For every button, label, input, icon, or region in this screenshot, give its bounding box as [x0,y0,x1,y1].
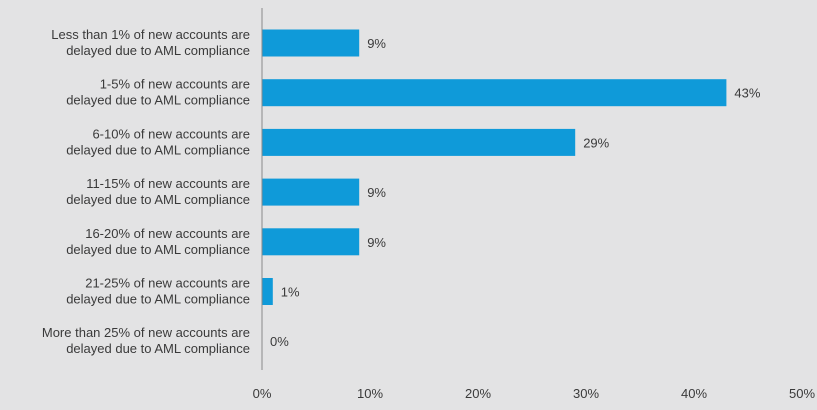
data-label: 9% [367,36,386,51]
category-label: delayed due to AML compliance [66,93,250,108]
x-tick-label: 40% [681,386,707,401]
bar [262,29,360,57]
data-label: 9% [367,185,386,200]
category-label: 16-20% of new accounts are [85,226,250,241]
category-label: Less than 1% of new accounts are [51,27,250,42]
category-label: delayed due to AML compliance [66,142,250,157]
x-tick-label: 30% [573,386,599,401]
data-label: 29% [583,135,609,150]
category-label: delayed due to AML compliance [66,43,250,58]
x-tick-label: 10% [357,386,383,401]
category-label: delayed due to AML compliance [66,192,250,207]
bar [262,79,727,107]
data-label: 0% [270,334,289,349]
category-label: delayed due to AML compliance [66,341,250,356]
data-label: 43% [734,86,760,101]
data-label: 9% [367,235,386,250]
category-label: 6-10% of new accounts are [92,126,250,141]
category-label: 21-25% of new accounts are [85,276,250,291]
bars-layer [262,29,727,305]
category-label: 11-15% of new accounts are [86,176,250,191]
labels-layer: 9%Less than 1% of new accounts aredelaye… [42,27,816,401]
category-label: 1-5% of new accounts are [100,77,250,92]
bar [262,178,360,206]
category-label: delayed due to AML compliance [66,242,250,257]
x-tick-label: 0% [253,386,272,401]
bar [262,228,360,256]
data-label: 1% [281,285,300,300]
x-tick-label: 20% [465,386,491,401]
x-tick-label: 50% [789,386,815,401]
category-label: delayed due to AML compliance [66,292,250,307]
bar [262,278,273,305]
category-label: More than 25% of new accounts are [42,325,250,340]
bar [262,128,576,156]
